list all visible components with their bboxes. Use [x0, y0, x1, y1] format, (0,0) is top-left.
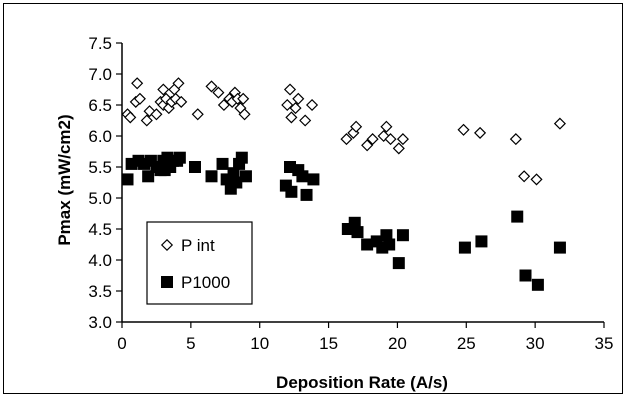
data-point: [121, 173, 134, 186]
data-point: [150, 108, 163, 121]
data-point: [160, 92, 173, 105]
x-tick-label: 0: [117, 334, 126, 353]
data-point: [299, 114, 312, 127]
data-point: [392, 257, 405, 270]
y-tick-label: 7.5: [88, 34, 112, 53]
data-point: [285, 111, 298, 124]
data-point: [142, 170, 155, 183]
data-point: [235, 151, 248, 164]
data-point: [509, 133, 522, 146]
data-point: [531, 278, 544, 291]
data-point: [380, 120, 393, 133]
data-point: [292, 92, 305, 105]
x-tick-label: 20: [388, 334, 407, 353]
data-point: [458, 241, 471, 254]
data-point: [296, 170, 309, 183]
data-point: [205, 170, 218, 183]
y-tick-label: 3.0: [88, 313, 112, 332]
data-point: [172, 77, 185, 90]
data-point: [227, 167, 240, 180]
legend-label: P1000: [181, 273, 230, 292]
x-axis-ticks: 0 5 10 15 20 25 30 35: [117, 322, 613, 353]
x-tick-label: 25: [457, 334, 476, 353]
data-point: [384, 133, 397, 146]
data-point: [124, 111, 137, 124]
data-point: [131, 77, 144, 90]
x-tick-label: 30: [526, 334, 545, 353]
data-point: [361, 238, 374, 251]
y-tick-label: 7.0: [88, 65, 112, 84]
data-point: [212, 86, 225, 99]
y-tick-label: 5.0: [88, 189, 112, 208]
data-point: [173, 151, 186, 164]
data-point: [457, 123, 470, 136]
data-point: [340, 133, 353, 146]
data-point: [283, 83, 297, 96]
data-point: [205, 80, 218, 93]
chart-frame: [3, 3, 623, 394]
data-point: [289, 102, 302, 115]
data-point: [518, 170, 531, 183]
series-p-int: [121, 77, 566, 186]
data-point: [140, 114, 153, 127]
data-point: [361, 139, 374, 152]
data-point: [377, 129, 390, 143]
data-point: [305, 98, 319, 112]
data-point: [285, 185, 298, 198]
data-point: [175, 95, 188, 108]
data-point: [281, 98, 294, 112]
data-point: [392, 142, 405, 155]
data-point: [348, 216, 361, 229]
data-point: [300, 188, 313, 201]
data-point: [530, 173, 543, 186]
legend-label: P int: [181, 236, 215, 255]
data-point: [380, 229, 393, 242]
data-point: [383, 238, 396, 251]
data-point: [553, 117, 566, 130]
y-tick-label: 6.5: [88, 96, 112, 115]
data-point: [133, 92, 146, 105]
data-point: [216, 157, 229, 170]
data-point: [474, 126, 487, 139]
x-tick-label: 35: [595, 334, 614, 353]
legend: P int P1000: [146, 221, 253, 305]
data-point: [239, 170, 252, 183]
x-tick-label: 10: [250, 334, 269, 353]
data-point: [366, 133, 379, 146]
data-point: [188, 161, 201, 173]
y-tick-label: 4.0: [88, 251, 112, 270]
legend-box: [146, 221, 253, 305]
data-point: [238, 108, 251, 121]
data-point: [553, 241, 566, 254]
legend-marker: [161, 276, 173, 288]
data-point: [307, 173, 320, 186]
data-point: [351, 226, 364, 239]
legend-items: P int P1000: [160, 236, 230, 292]
x-axis-title: Deposition Rate (A/s): [276, 373, 448, 392]
data-point: [396, 229, 409, 242]
x-tick-label: 5: [186, 334, 195, 353]
data-point: [157, 83, 170, 96]
x-tick-label: 15: [319, 334, 338, 353]
data-point: [511, 210, 524, 223]
data-point: [230, 176, 243, 189]
data-point: [519, 269, 532, 282]
y-tick-label: 3.5: [88, 282, 112, 301]
data-point: [237, 92, 250, 105]
y-axis-title: Pmax (mW/cm2): [55, 114, 74, 245]
y-tick-label: 6.0: [88, 127, 112, 146]
legend-marker: [160, 238, 174, 252]
data-point: [350, 120, 363, 133]
data-point: [217, 98, 230, 112]
data-points: [121, 77, 566, 291]
data-point: [191, 108, 204, 121]
y-tick-label: 4.5: [88, 220, 112, 239]
data-point: [475, 235, 488, 248]
y-axis-ticks: 3.0 3.5 4.0 4.5 5.0 5.5 6.0 6.5 7.0 7.5: [88, 34, 122, 332]
series-p1000: [121, 151, 566, 291]
y-tick-label: 5.5: [88, 158, 112, 177]
data-point: [396, 133, 409, 146]
